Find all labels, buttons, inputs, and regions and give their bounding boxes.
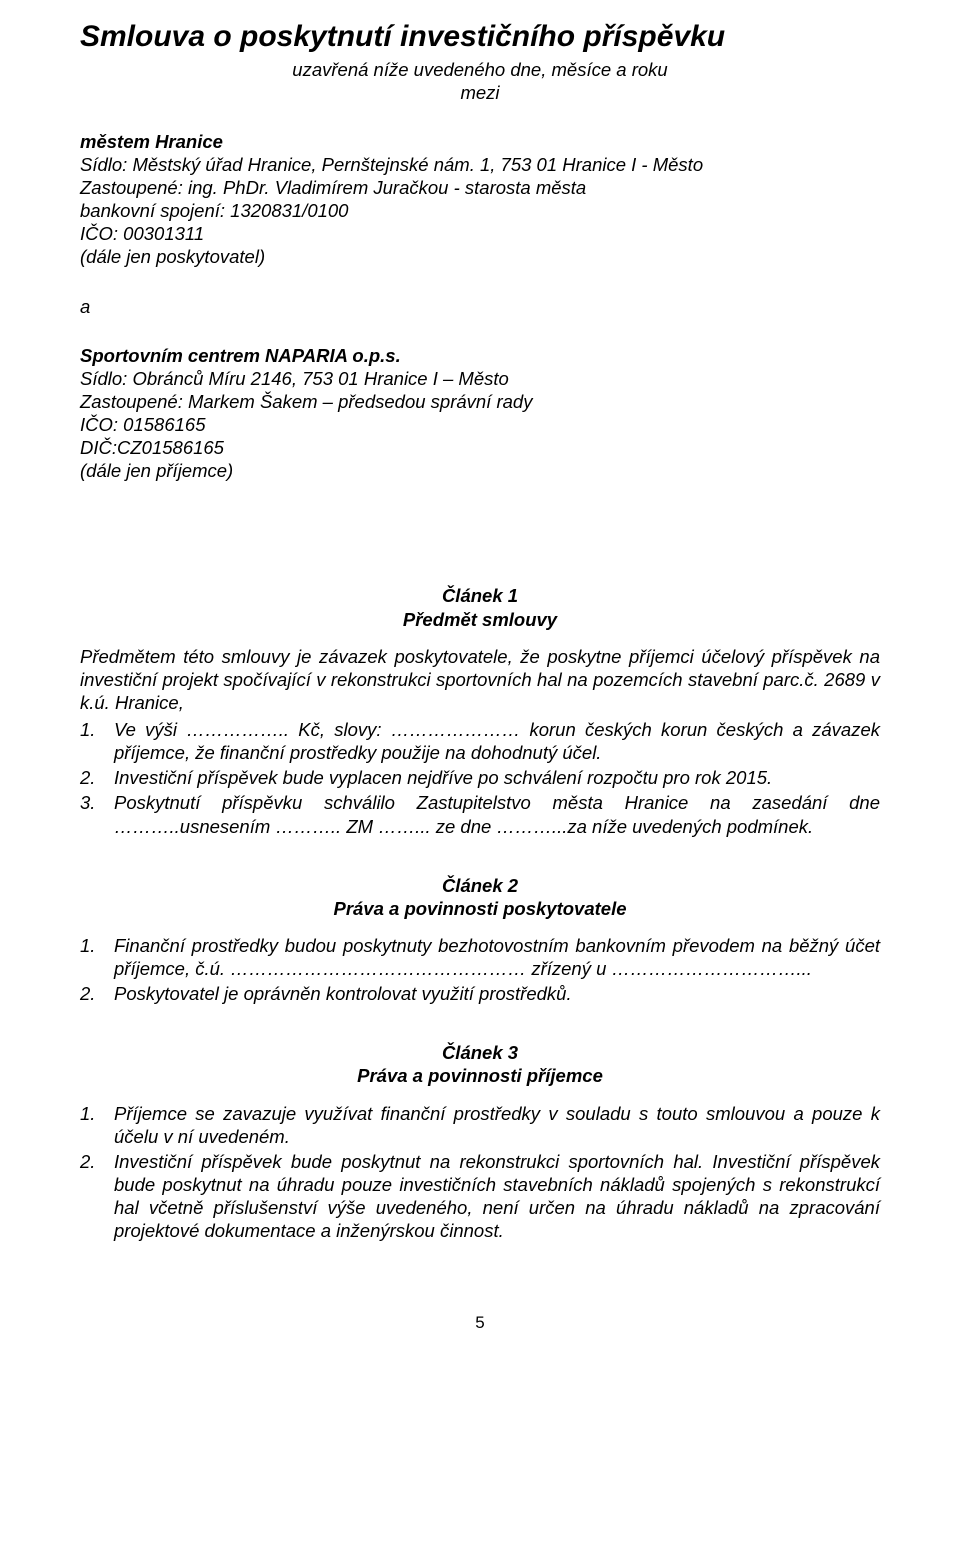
article-3-item-1: Příjemce se zavazuje využívat finanční p…	[114, 1102, 880, 1148]
conjunction-a: a	[80, 295, 880, 318]
page-number: 5	[80, 1312, 880, 1333]
article-2-head: Článek 2	[80, 874, 880, 897]
party-a-alias: (dále jen poskytovatel)	[80, 245, 880, 268]
party-a-bank: bankovní spojení: 1320831/0100	[80, 199, 880, 222]
article-1-sub: Předmět smlouvy	[80, 608, 880, 631]
document-subtitle-2: mezi	[80, 81, 880, 104]
party-b-seat: Sídlo: Obránců Míru 2146, 753 01 Hranice…	[80, 367, 880, 390]
article-3-head: Článek 3	[80, 1041, 880, 1064]
article-3-list: Příjemce se zavazuje využívat finanční p…	[80, 1102, 880, 1243]
party-a-block: městem Hranice Sídlo: Městský úřad Hrani…	[80, 130, 880, 269]
article-2-item-1: Finanční prostředky budou poskytnuty bez…	[114, 934, 880, 980]
article-2-list: Finanční prostředky budou poskytnuty bez…	[80, 934, 880, 1005]
article-1-head: Článek 1	[80, 584, 880, 607]
party-a-name: městem Hranice	[80, 130, 880, 153]
party-b-ico: IČO: 01586165	[80, 413, 880, 436]
party-b-rep: Zastoupené: Markem Šakem – předsedou spr…	[80, 390, 880, 413]
article-3-item-2: Investiční příspěvek bude poskytnut na r…	[114, 1150, 880, 1243]
article-1-item-3: Poskytnutí příspěvku schválilo Zastupite…	[114, 791, 880, 837]
article-1-item-1: Ve výši …………….. Kč, slovy: ………………… korun…	[114, 718, 880, 764]
article-3-sub: Práva a povinnosti příjemce	[80, 1064, 880, 1087]
party-b-alias: (dále jen příjemce)	[80, 459, 880, 482]
article-1-list: Ve výši …………….. Kč, slovy: ………………… korun…	[80, 718, 880, 838]
article-2-item-2: Poskytovatel je oprávněn kontrolovat vyu…	[114, 982, 880, 1005]
article-2-sub: Práva a povinnosti poskytovatele	[80, 897, 880, 920]
party-b-block: Sportovním centrem NAPARIA o.p.s. Sídlo:…	[80, 344, 880, 483]
party-a-ico: IČO: 00301311	[80, 222, 880, 245]
document-subtitle-1: uzavřená níže uvedeného dne, měsíce a ro…	[80, 58, 880, 81]
party-b-dic: DIČ:CZ01586165	[80, 436, 880, 459]
article-1-para: Předmětem této smlouvy je závazek poskyt…	[80, 645, 880, 714]
document-title: Smlouva o poskytnutí investičního příspě…	[80, 18, 880, 56]
party-a-rep: Zastoupené: ing. PhDr. Vladimírem Juračk…	[80, 176, 880, 199]
article-1-item-2: Investiční příspěvek bude vyplacen nejdř…	[114, 766, 880, 789]
party-b-name: Sportovním centrem NAPARIA o.p.s.	[80, 344, 880, 367]
party-a-seat: Sídlo: Městský úřad Hranice, Pernštejnsk…	[80, 153, 880, 176]
